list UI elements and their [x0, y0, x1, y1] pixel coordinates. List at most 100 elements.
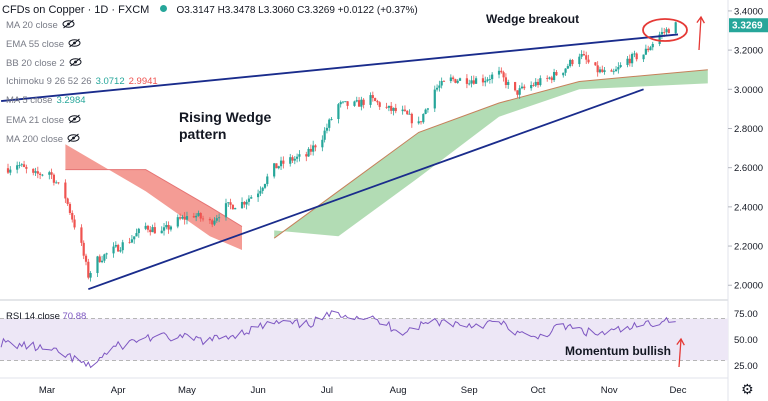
candle-body: [426, 108, 429, 110]
candle-body: [309, 148, 312, 152]
candle-body: [408, 113, 411, 115]
candle-body: [504, 77, 508, 85]
candle-body: [454, 79, 457, 83]
candle-body: [651, 43, 654, 48]
candle-body: [68, 203, 72, 213]
candle-body: [539, 78, 542, 86]
indicator-row[interactable]: EMA 21 close: [6, 114, 81, 127]
candle-body: [263, 184, 267, 188]
indicator-value: 3.2984: [56, 95, 86, 106]
candle-body: [507, 82, 510, 85]
eye-off-icon[interactable]: [68, 114, 81, 127]
candle-body: [82, 242, 85, 256]
cloud-bullish-edge: [273, 69, 708, 239]
candle-body: [422, 113, 425, 123]
candle-body: [497, 70, 501, 75]
candle-body: [658, 34, 661, 44]
candle-body: [130, 239, 134, 243]
candle-body: [215, 218, 218, 221]
candle-body: [491, 74, 494, 80]
candle-body: [667, 29, 670, 34]
candle-body: [277, 166, 280, 169]
eye-off-icon[interactable]: [69, 57, 82, 70]
candle-body: [401, 109, 404, 112]
candle-body: [18, 165, 21, 166]
candle-body: [227, 202, 230, 204]
candle-body: [328, 119, 331, 128]
candle-body: [424, 109, 427, 114]
candle-body: [596, 65, 599, 73]
candle-body: [385, 106, 388, 108]
candle-body: [41, 174, 44, 176]
x-tick-label: Jul: [321, 385, 333, 396]
y-tick-label: 3.0000: [734, 85, 763, 96]
candle-body: [282, 160, 285, 164]
candle-body: [64, 182, 67, 199]
candle-body: [438, 85, 441, 88]
candle-body: [325, 127, 329, 131]
candle-body: [314, 145, 317, 148]
y-tick-label: 2.4000: [734, 202, 763, 213]
indicator-label: EMA 55 close: [6, 39, 65, 50]
candle-body: [500, 70, 503, 73]
rsi-tick-label: 75.00: [734, 309, 758, 320]
candle-body: [474, 78, 478, 84]
candle-body: [360, 99, 363, 107]
annotation-wedge-breakout: Wedge breakout: [486, 12, 579, 26]
candle-body: [20, 164, 23, 166]
rsi-legend[interactable]: RSI 14 close 70.88: [6, 311, 86, 322]
candle-body: [344, 101, 347, 103]
candle-body: [165, 224, 168, 228]
candle-body: [548, 77, 551, 79]
candle-body: [619, 65, 622, 68]
rsi-tick-label: 50.00: [734, 335, 758, 346]
candle-body: [103, 254, 106, 261]
candle-body: [580, 54, 583, 57]
candle-body: [642, 54, 645, 60]
candle-body: [610, 70, 613, 72]
eye-off-icon[interactable]: [67, 133, 80, 146]
candle-body: [151, 227, 154, 233]
candle-body: [25, 166, 28, 169]
gear-icon[interactable]: ⚙: [741, 382, 754, 398]
indicator-row[interactable]: MA 200 close: [6, 133, 80, 146]
candle-body: [181, 216, 184, 219]
candle-body: [516, 90, 519, 95]
candle-body: [417, 121, 420, 124]
candle-body: [488, 79, 491, 80]
candle-body: [458, 78, 462, 81]
indicator-row[interactable]: MA 20 close: [6, 19, 75, 32]
y-tick-label: 2.2000: [734, 242, 763, 253]
indicator-row[interactable]: BB 20 close 2: [6, 57, 82, 70]
candle-body: [57, 182, 60, 184]
candle-body: [279, 160, 283, 167]
y-tick-label: 2.0000: [734, 281, 763, 292]
eye-off-icon[interactable]: [62, 19, 75, 32]
candle-body: [48, 172, 51, 175]
trendline-upper[interactable]: [1, 33, 679, 102]
eye-off-icon[interactable]: [68, 38, 81, 51]
candle-body: [390, 105, 393, 111]
market-status-dot: [160, 5, 168, 12]
candle-body: [183, 216, 186, 220]
x-tick-label: Apr: [111, 385, 126, 396]
candle-body: [167, 224, 170, 230]
candle-body: [587, 59, 590, 63]
indicator-row[interactable]: Ichimoku 9 26 52 26 3.0712 2.9941: [6, 76, 158, 87]
candle-body: [594, 62, 597, 66]
candle-body: [234, 208, 237, 210]
candle-body: [149, 229, 152, 233]
candle-body: [536, 81, 540, 86]
indicator-row[interactable]: MA 5 close 3.2984: [6, 95, 86, 106]
indicator-row[interactable]: EMA 55 close: [6, 38, 81, 51]
candle-body: [387, 105, 390, 108]
candle-body: [296, 156, 299, 159]
symbol-title[interactable]: CFDs on Copper · 1D · FXCM: [2, 4, 150, 16]
wedge-trendlines[interactable]: [1, 33, 679, 291]
chart-header: CFDs on Copper · 1D · FXCM O3.3147 H3.34…: [2, 4, 418, 16]
candle-body: [266, 176, 269, 185]
trendline-lower[interactable]: [88, 88, 644, 291]
ohlc-readout: O3.3147 H3.3478 L3.3060 C3.3269 +0.0122 …: [176, 5, 418, 16]
